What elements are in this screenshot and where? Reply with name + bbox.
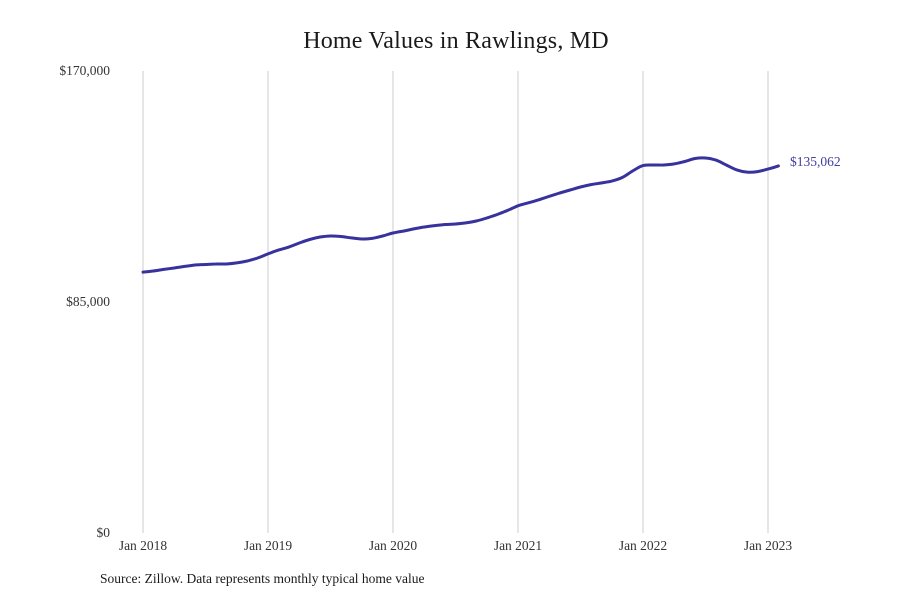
x-axis-tick-label: Jan 2022: [618, 538, 668, 553]
x-axis-tick-label: Jan 2023: [743, 538, 793, 553]
latest-value-label: $135,062: [790, 154, 841, 169]
x-axis-tick-label: Jan 2021: [493, 538, 543, 553]
y-axis-tick-label: $170,000: [59, 63, 110, 78]
x-axis-tick-label: Jan 2019: [243, 538, 293, 553]
home-value-line: [141, 156, 780, 274]
vertical-gridlines: [142, 71, 769, 533]
chart-title: Home Values in Rawlings, MD: [303, 28, 609, 54]
y-axis-tick-label: $85,000: [66, 294, 110, 309]
x-axis-tick-label: Jan 2020: [368, 538, 418, 553]
source-note: Source: Zillow. Data represents monthly …: [100, 571, 425, 586]
x-axis-tick-label: Jan 2018: [118, 538, 168, 553]
y-axis-tick-label: $0: [96, 525, 111, 540]
